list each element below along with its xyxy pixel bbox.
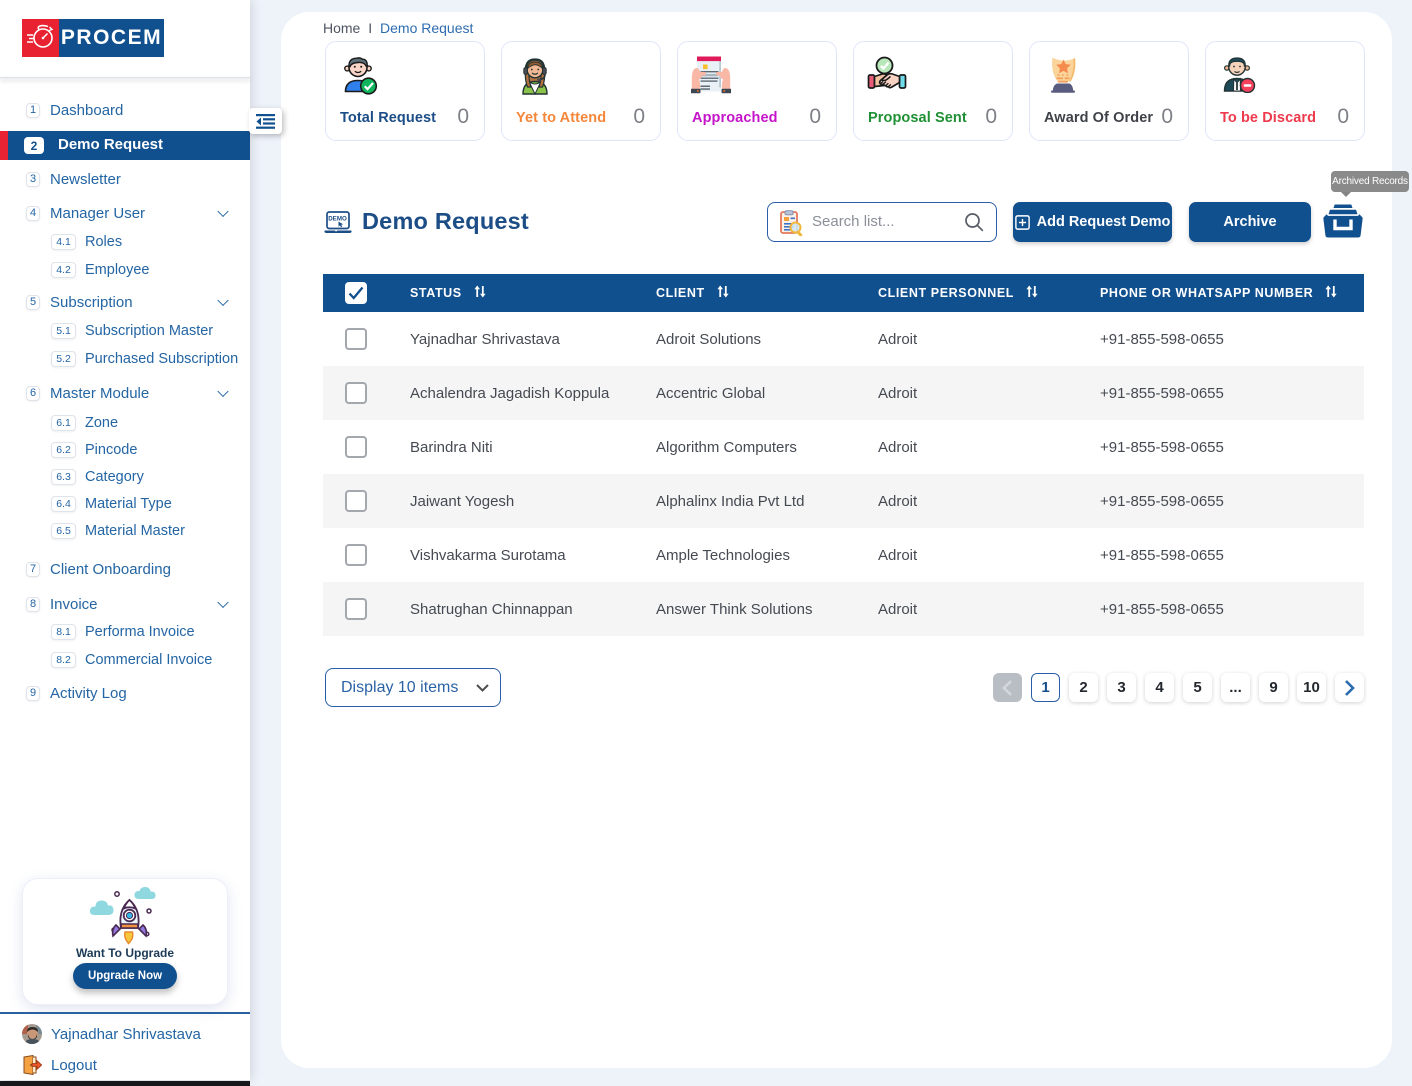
svg-text:DEMO: DEMO [328, 216, 347, 223]
